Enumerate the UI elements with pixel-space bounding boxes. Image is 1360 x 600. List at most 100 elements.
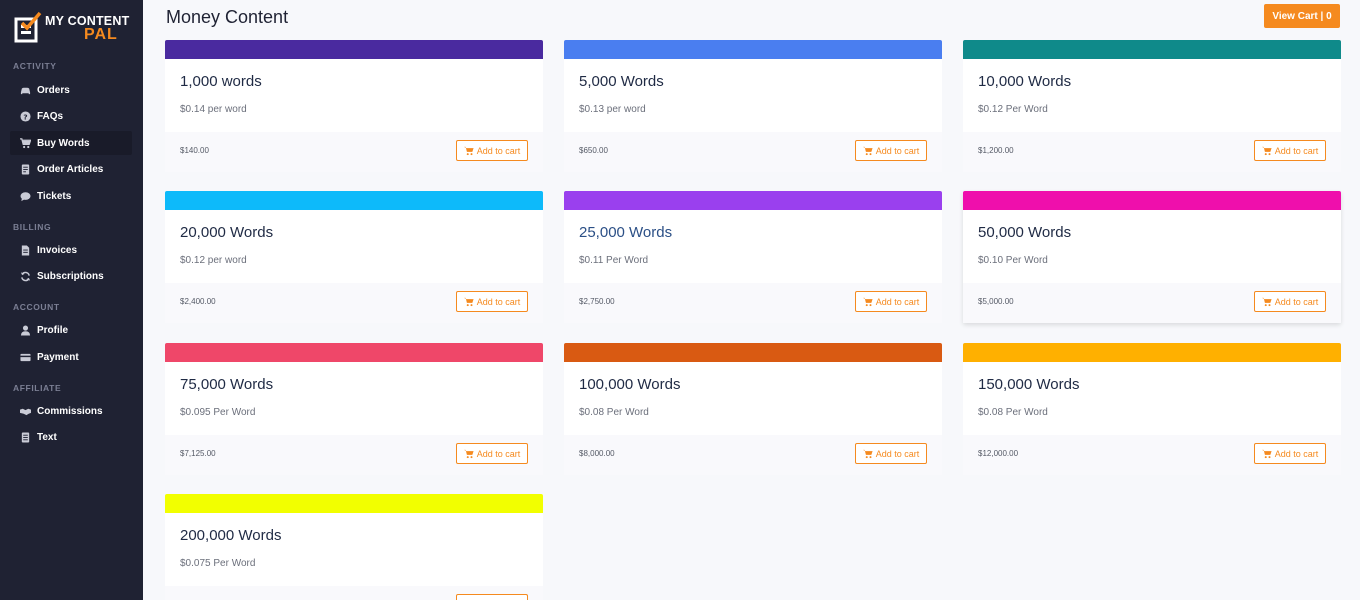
- card-rate: $0.14 per word: [180, 104, 247, 115]
- card-rate: $0.095 Per Word: [180, 407, 256, 418]
- card-price: $650.00: [579, 146, 608, 155]
- add-to-cart-label: Add to cart: [1274, 448, 1319, 459]
- section-label-account: ACCOUNT: [13, 302, 60, 312]
- card-title: 100,000 Words: [579, 376, 681, 393]
- add-to-cart-button-partial[interactable]: [456, 594, 528, 600]
- file-icon: [20, 244, 31, 256]
- sidebar-item-label: Invoices: [37, 244, 78, 256]
- sidebar-item-tickets[interactable]: Tickets: [10, 184, 132, 208]
- card-footer: $12,000.00 Add to cart: [963, 435, 1341, 475]
- card-footer: $8,000.00 Add to cart: [564, 435, 942, 475]
- sidebar-item-invoices[interactable]: Invoices: [10, 238, 132, 262]
- page-title: Money Content: [166, 7, 289, 27]
- sidebar-item-subscriptions[interactable]: Subscriptions: [10, 264, 132, 288]
- text-file-icon: [20, 431, 31, 443]
- card-color-stripe: [564, 343, 942, 362]
- sidebar-item-orders[interactable]: Orders: [10, 78, 132, 102]
- product-card: 150,000 Words $0.08 Per Word $12,000.00 …: [963, 343, 1341, 475]
- card-title: 200,000 Words: [180, 527, 282, 544]
- card-rate: $0.11 Per Word: [579, 255, 649, 266]
- add-to-cart-label: Add to cart: [476, 296, 521, 307]
- sidebar-item-label: FAQs: [37, 110, 64, 122]
- sidebar-item-label: Text: [37, 431, 57, 443]
- card-rate: $0.13 per word: [579, 104, 646, 115]
- section-label-affiliate: AFFILIATE: [13, 383, 62, 393]
- product-card: 75,000 Words $0.095 Per Word $7,125.00 A…: [165, 343, 543, 475]
- card-footer: $650.00 Add to cart: [564, 132, 942, 172]
- add-to-cart-button[interactable]: Add to cart: [855, 140, 927, 161]
- chat-bubble-icon: [20, 191, 31, 202]
- card-title: 5,000 Words: [579, 73, 664, 90]
- add-to-cart-label: Add to cart: [476, 448, 521, 459]
- cart-icon: [20, 137, 31, 149]
- card-color-stripe: [963, 40, 1341, 59]
- product-card: 10,000 Words $0.12 Per Word $1,200.00 Ad…: [963, 40, 1341, 172]
- card-footer: $2,400.00 Add to cart: [165, 283, 543, 323]
- add-to-cart-label: Add to cart: [1274, 145, 1319, 156]
- product-card: 1,000 words $0.14 per word $140.00 Add t…: [165, 40, 543, 172]
- card-title: 25,000 Words: [579, 224, 673, 241]
- sidebar-item-text[interactable]: Text: [10, 425, 132, 449]
- section-label-billing: BILLING: [13, 222, 52, 232]
- card-price: $140.00: [180, 146, 209, 155]
- card-price: $1,200.00: [978, 146, 1014, 155]
- sidebar-item-profile[interactable]: Profile: [10, 318, 132, 342]
- card-rate: $0.12 Per Word: [978, 104, 1048, 115]
- add-to-cart-button[interactable]: Add to cart: [855, 443, 927, 464]
- cart-icon: [862, 449, 873, 458]
- card-title: 75,000 Words: [180, 376, 274, 393]
- card-rate: $0.075 Per Word: [180, 558, 256, 569]
- cart-icon: [463, 297, 474, 306]
- sidebar-item-buy-words[interactable]: Buy Words: [10, 131, 132, 155]
- product-card: 50,000 Words $0.10 Per Word $5,000.00 Ad…: [963, 191, 1341, 323]
- add-to-cart-button[interactable]: Add to cart: [456, 140, 528, 161]
- card-price: $2,750.00: [579, 297, 615, 306]
- add-to-cart-button[interactable]: Add to cart: [1254, 140, 1326, 161]
- card-price: $5,000.00: [978, 297, 1014, 306]
- card-title: 150,000 Words: [978, 376, 1080, 393]
- card-title: 20,000 Words: [180, 224, 274, 241]
- brand-logo[interactable]: MY CONTENT PAL: [14, 11, 134, 47]
- cart-icon: [463, 449, 474, 458]
- sidebar-item-commissions[interactable]: Commissions: [10, 399, 132, 423]
- add-to-cart-button[interactable]: Add to cart: [855, 291, 927, 312]
- sidebar-item-label: Order Articles: [37, 163, 104, 175]
- card-price: $2,400.00: [180, 297, 216, 306]
- add-to-cart-button[interactable]: Add to cart: [456, 291, 528, 312]
- card-footer: $5,000.00 Add to cart: [963, 283, 1341, 323]
- section-label-activity: ACTIVITY: [13, 61, 57, 71]
- card-color-stripe: [165, 343, 543, 362]
- document-icon: [20, 163, 31, 175]
- sidebar-item-label: Orders: [37, 84, 70, 96]
- brand-name-line2: PAL: [84, 26, 118, 43]
- sidebar-item-faqs[interactable]: ? FAQs: [10, 104, 132, 128]
- add-to-cart-label: Add to cart: [875, 448, 920, 459]
- card-color-stripe: [963, 343, 1341, 362]
- card-price: $8,000.00: [579, 449, 615, 458]
- card-title: 50,000 Words: [978, 224, 1072, 241]
- card-footer: $1,200.00 Add to cart: [963, 132, 1341, 172]
- card-price: $7,125.00: [180, 449, 216, 458]
- sidebar-item-label: Subscriptions: [37, 270, 104, 282]
- sidebar-item-label: Profile: [37, 324, 69, 336]
- sidebar-item-label: Commissions: [37, 405, 103, 417]
- add-to-cart-label: Add to cart: [875, 296, 920, 307]
- sidebar: MY CONTENT PAL ACTIVITY Orders ? FAQs Bu…: [0, 0, 143, 600]
- add-to-cart-button[interactable]: Add to cart: [456, 443, 528, 464]
- credit-card-icon: [20, 352, 31, 363]
- user-icon: [20, 324, 31, 336]
- card-title: 1,000 words: [180, 73, 262, 90]
- car-icon: [20, 85, 31, 96]
- sidebar-item-order-articles[interactable]: Order Articles: [10, 157, 132, 181]
- sidebar-item-label: Tickets: [37, 190, 72, 202]
- sidebar-item-payment[interactable]: Payment: [10, 345, 132, 369]
- product-card: 200,000 Words $0.075 Per Word: [165, 494, 543, 600]
- add-to-cart-button[interactable]: Add to cart: [1254, 443, 1326, 464]
- cart-icon: [1261, 297, 1272, 306]
- view-cart-button[interactable]: View Cart | 0: [1264, 4, 1340, 28]
- refresh-icon: [20, 271, 31, 282]
- card-title: 10,000 Words: [978, 73, 1072, 90]
- add-to-cart-label: Add to cart: [476, 145, 521, 156]
- add-to-cart-button[interactable]: Add to cart: [1254, 291, 1326, 312]
- sidebar-item-label: Payment: [37, 351, 79, 363]
